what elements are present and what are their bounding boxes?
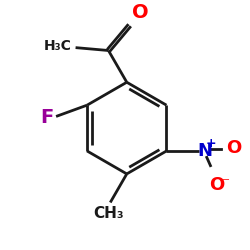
Text: +: +: [206, 137, 217, 150]
Text: N: N: [198, 142, 212, 160]
Text: ⁻: ⁻: [222, 175, 230, 190]
Text: F: F: [40, 108, 53, 127]
Text: CH₃: CH₃: [93, 206, 124, 221]
Text: O: O: [210, 176, 225, 194]
Text: H₃C: H₃C: [44, 39, 72, 53]
Text: O: O: [132, 4, 149, 22]
Text: O: O: [226, 139, 241, 157]
